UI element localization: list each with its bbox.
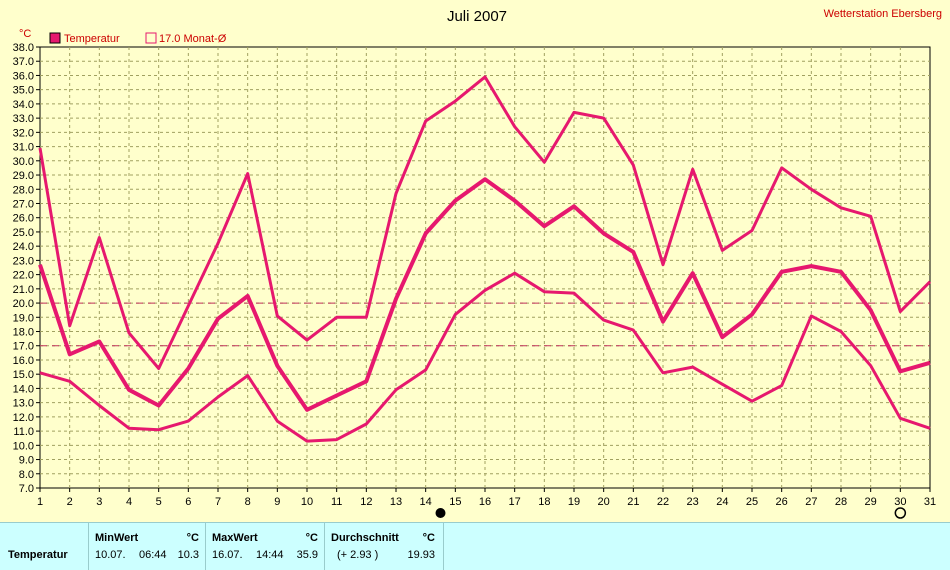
x-tick-label: 17 <box>509 496 521 508</box>
min-header: MinWert <box>95 532 139 544</box>
stats-row-label: Temperatur <box>8 549 68 561</box>
y-tick-label: 24.0 <box>13 241 34 253</box>
y-tick-label: 35.0 <box>13 85 34 97</box>
y-tick-label: 27.0 <box>13 198 34 210</box>
y-tick-label: 23.0 <box>13 255 34 267</box>
x-tick-label: 13 <box>390 496 402 508</box>
max-time: 14:44 <box>256 549 284 561</box>
y-unit-label: °C <box>19 28 31 40</box>
y-tick-label: 22.0 <box>13 270 34 282</box>
series-line-mittel <box>38 177 931 412</box>
y-tick-label: 21.0 <box>13 284 34 296</box>
x-tick-label: 10 <box>301 496 313 508</box>
y-tick-label: 30.0 <box>13 156 34 168</box>
y-tick-label: 32.0 <box>13 127 34 139</box>
stats-max-column: MaxWert °C 16.07. 14:44 35.9 <box>205 523 324 570</box>
min-date: 10.07. <box>95 549 126 561</box>
statistics-panel: Temperatur MinWert °C 10.07. 06:44 10.3 … <box>0 522 950 570</box>
chart-title: Juli 2007 <box>447 8 507 25</box>
y-tick-label: 12.0 <box>13 412 34 424</box>
x-tick-label: 23 <box>687 496 699 508</box>
y-tick-label: 37.0 <box>13 56 34 68</box>
x-tick-label: 18 <box>538 496 550 508</box>
temperature-chart: Juli 2007 Wetterstation Ebersberg °C Tem… <box>13 8 942 519</box>
x-tick-label: 30 <box>894 496 906 508</box>
stats-average-column: Durchschnitt °C (+ 2.93 ) 19.93 <box>324 523 444 570</box>
x-tick-label: 24 <box>716 496 728 508</box>
y-tick-label: 11.0 <box>13 426 34 438</box>
x-tick-label: 1 <box>37 496 43 508</box>
legend-swatch-temperature <box>49 32 61 44</box>
max-unit: °C <box>305 532 318 544</box>
x-tick-label: 4 <box>126 496 132 508</box>
y-tick-label: 8.0 <box>19 469 34 481</box>
y-tick-label: 18.0 <box>13 327 34 339</box>
x-tick-label: 26 <box>776 496 788 508</box>
y-tick-label: 13.0 <box>13 398 34 410</box>
max-header: MaxWert <box>212 532 258 544</box>
x-tick-label: 20 <box>598 496 610 508</box>
x-tick-label: 16 <box>479 496 491 508</box>
max-date: 16.07. <box>212 549 243 561</box>
x-tick-label: 8 <box>245 496 251 508</box>
series-line-max <box>38 75 932 370</box>
x-tick-label: 21 <box>627 496 639 508</box>
x-tick-label: 14 <box>420 496 432 508</box>
legend-label-temperature: Temperatur <box>64 33 120 45</box>
stats-min-column: MinWert °C 10.07. 06:44 10.3 <box>88 523 205 570</box>
plot-area: 7.0 8.0 9.0 10.0 11.0 12.0 13.0 14.0 15.0 16.0 17.… <box>13 42 936 519</box>
legend-swatch-monthly-average <box>145 32 157 44</box>
x-tick-label: 31 <box>924 496 936 508</box>
x-tick-label: 29 <box>865 496 877 508</box>
y-tick-label: 17.0 <box>13 341 34 353</box>
x-tick-label: 12 <box>360 496 372 508</box>
series-line-min <box>39 271 931 443</box>
x-tick-label: 9 <box>274 496 280 508</box>
average-header: Durchschnitt <box>331 532 399 544</box>
y-tick-label: 26.0 <box>13 213 34 225</box>
y-tick-label: 28.0 <box>13 184 34 196</box>
x-tick-label: 6 <box>185 496 191 508</box>
legend-label-monthly-average: 17.0 Monat-Ø <box>159 33 227 45</box>
x-tick-label: 19 <box>568 496 580 508</box>
y-tick-label: 20.0 <box>13 298 34 310</box>
y-tick-label: 33.0 <box>13 113 34 125</box>
station-name: Wetterstation Ebersberg <box>824 8 942 20</box>
average-value: 19.93 <box>407 549 435 561</box>
y-tick-label: 15.0 <box>13 369 34 381</box>
x-tick-label: 28 <box>835 496 847 508</box>
x-tick-label: 25 <box>746 496 758 508</box>
y-tick-label: 19.0 <box>13 312 34 324</box>
x-tick-label: 22 <box>657 496 669 508</box>
average-delta: (+ 2.93 ) <box>337 549 379 561</box>
y-tick-label: 10.0 <box>13 440 34 452</box>
x-tick-label: 5 <box>156 496 162 508</box>
y-tick-label: 29.0 <box>13 170 34 182</box>
min-value: 10.3 <box>177 549 199 561</box>
y-tick-label: 36.0 <box>13 70 34 82</box>
x-tick-label: 15 <box>449 496 461 508</box>
min-time: 06:44 <box>139 549 167 561</box>
average-unit: °C <box>422 532 435 544</box>
min-unit: °C <box>186 532 199 544</box>
y-tick-label: 7.0 <box>19 483 34 495</box>
x-tick-label: 7 <box>215 496 221 508</box>
y-tick-label: 31.0 <box>13 142 34 154</box>
y-tick-label: 34.0 <box>13 99 34 111</box>
y-tick-label: 14.0 <box>13 383 34 395</box>
y-tick-label: 25.0 <box>13 227 34 239</box>
x-tick-label: 27 <box>805 496 817 508</box>
y-tick-label: 9.0 <box>19 455 34 467</box>
max-value: 35.9 <box>296 549 318 561</box>
y-tick-label: 38.0 <box>13 42 34 54</box>
new-moon-marker <box>435 508 446 518</box>
full-moon-marker <box>894 507 907 519</box>
x-tick-label: 3 <box>96 496 102 508</box>
x-tick-label: 2 <box>67 496 73 508</box>
y-tick-label: 16.0 <box>13 355 34 367</box>
x-tick-label: 11 <box>331 496 342 508</box>
